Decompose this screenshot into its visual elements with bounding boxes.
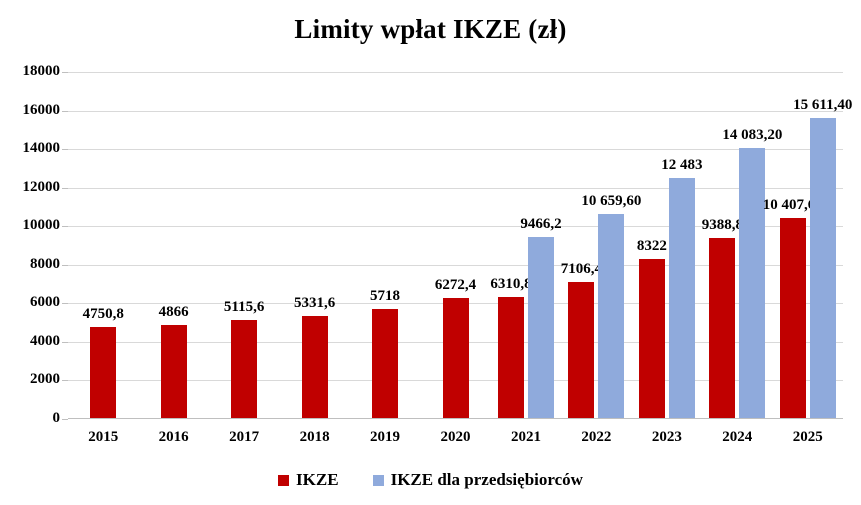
bar-value-label: 8322 bbox=[636, 237, 667, 254]
y-axis-tick-mark bbox=[62, 72, 68, 73]
y-axis-tick-label: 14000 bbox=[22, 140, 61, 157]
x-axis-tick-label: 2020 bbox=[440, 429, 471, 445]
bar bbox=[568, 282, 595, 419]
gridline bbox=[68, 226, 843, 228]
y-axis-tick-mark bbox=[62, 264, 68, 266]
bar bbox=[709, 238, 736, 419]
y-axis-tick-label: 0 bbox=[52, 410, 61, 426]
bar bbox=[598, 213, 625, 419]
bar-value-label: 5331,6 bbox=[293, 295, 336, 312]
y-axis-tick-label: 6000 bbox=[30, 294, 60, 311]
y-axis-tick-label: 16000 bbox=[22, 101, 61, 118]
bar bbox=[527, 236, 554, 419]
x-axis-tick-label: 2023 bbox=[651, 429, 682, 445]
x-axis-tick-label: 2021 bbox=[510, 429, 541, 445]
legend-label: IKZE dla przedsiębiorców bbox=[390, 470, 583, 489]
bar-value-label: 4866 bbox=[158, 304, 189, 321]
bar-value-label: 4750,8 bbox=[82, 306, 124, 323]
bar bbox=[809, 118, 836, 419]
bar-value-label: 6272,4 bbox=[434, 277, 477, 294]
y-axis-tick-label: 8000 bbox=[30, 255, 60, 272]
bar-value-label: 12 483 bbox=[661, 157, 703, 174]
y-axis-tick-mark bbox=[62, 380, 68, 382]
bar bbox=[497, 297, 524, 419]
y-axis-tick-mark bbox=[62, 149, 68, 151]
bar bbox=[160, 325, 187, 419]
gridline bbox=[68, 187, 843, 189]
bar-value-label: 10 407,60 bbox=[762, 197, 823, 214]
x-axis-tick-label: 2015 bbox=[88, 429, 119, 445]
legend-label: IKZE bbox=[296, 470, 339, 489]
bar bbox=[372, 308, 399, 419]
bar-value-label: 6310,8 bbox=[490, 276, 532, 293]
plot-area: 4750,8 4866 5115,6 5331,6 5718 6272,4 6310,8 94… bbox=[68, 72, 852, 419]
gridline bbox=[68, 264, 843, 266]
y-axis-tick-mark bbox=[62, 303, 68, 305]
bar-value-label: 9466,2 bbox=[520, 215, 562, 232]
chart-title: Limity wpłat IKZE (zł) bbox=[294, 14, 567, 44]
x-axis-tick-label: 2022 bbox=[581, 429, 612, 445]
bar-value-label: 5718 bbox=[370, 287, 401, 304]
legend-item[interactable]: IKZE bbox=[278, 470, 339, 490]
y-axis-tick-label: 18000 bbox=[22, 63, 61, 79]
bar bbox=[638, 258, 665, 419]
bar bbox=[231, 320, 258, 419]
legend-swatch-icon bbox=[278, 474, 290, 486]
bar bbox=[90, 327, 117, 419]
bar-value-label: 15 611,40 bbox=[793, 97, 853, 114]
x-axis-line bbox=[68, 418, 843, 419]
y-axis-tick-mark bbox=[62, 110, 68, 112]
gridline bbox=[68, 72, 843, 73]
x-axis-tick-label: 2016 bbox=[158, 429, 189, 445]
bar bbox=[301, 316, 328, 419]
y-axis-tick-mark bbox=[62, 341, 68, 343]
chart-legend: IKZE IKZE dla przedsiębiorców bbox=[0, 470, 861, 490]
legend-item[interactable]: IKZE dla przedsiębiorców bbox=[372, 470, 583, 490]
bar-value-label: 10 659,60 bbox=[581, 192, 642, 209]
bar bbox=[779, 218, 806, 419]
y-axis-tick-label: 4000 bbox=[30, 332, 60, 349]
gridline bbox=[68, 149, 843, 151]
bar-value-label: 14 083,20 bbox=[722, 126, 783, 143]
x-axis-tick-label: 2018 bbox=[299, 429, 330, 445]
y-axis-tick-label: 12000 bbox=[22, 178, 61, 195]
bar bbox=[442, 298, 469, 419]
gridline bbox=[68, 110, 843, 112]
bar-value-label: 5115,6 bbox=[223, 299, 265, 316]
y-axis-tick-mark bbox=[62, 226, 68, 228]
y-axis-tick-mark bbox=[62, 187, 68, 189]
bar bbox=[739, 147, 766, 419]
bar-value-label: 7106,4 bbox=[560, 261, 603, 277]
legend-swatch-icon bbox=[372, 474, 384, 486]
y-axis-tick-label: 2000 bbox=[30, 371, 60, 388]
y-axis-tick-label: 10000 bbox=[22, 217, 61, 234]
x-axis-tick-label: 2017 bbox=[229, 429, 260, 445]
bar-value-label: 9388,8 bbox=[701, 217, 743, 233]
y-axis-tick-mark bbox=[62, 419, 68, 420]
x-axis-tick-label: 2024 bbox=[722, 429, 753, 445]
bar bbox=[668, 178, 695, 419]
x-axis-tick-label: 2019 bbox=[370, 429, 401, 445]
x-axis-tick-label: 2025 bbox=[792, 429, 823, 445]
